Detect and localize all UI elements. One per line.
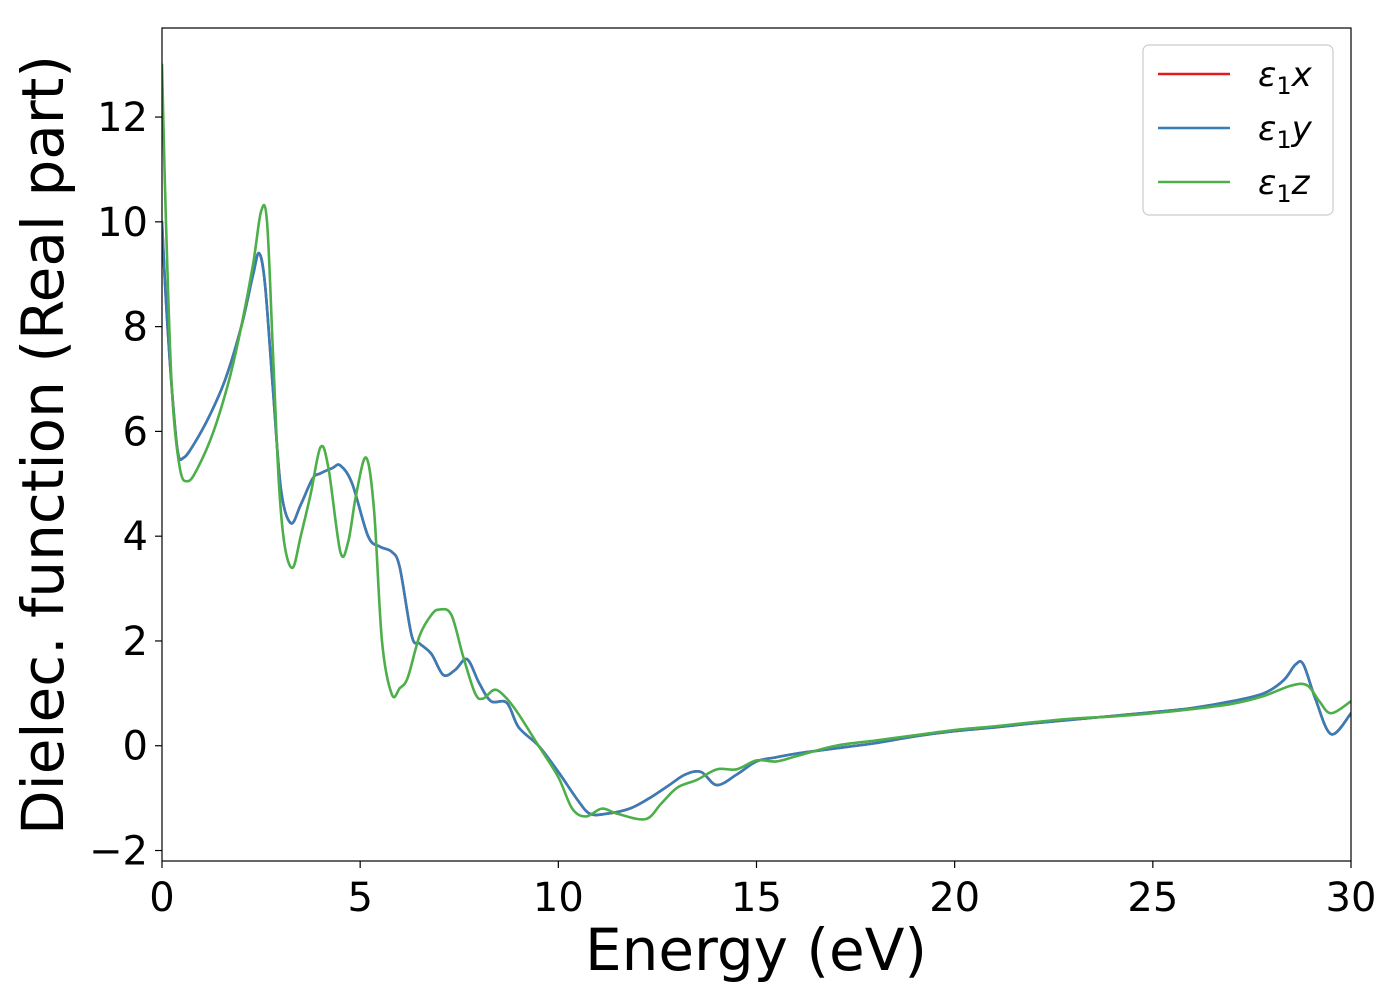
y-tick-label: 4 [123,514,148,560]
x-tick-label: 5 [347,875,372,921]
x-tick-label: 15 [731,875,782,921]
x-axis-title: Energy (eV) [585,916,927,984]
x-tick-label: 20 [929,875,980,921]
x-tick-label: 30 [1326,875,1377,921]
y-axis-ticks: −2 0 2 4 6 8 10 12 [89,95,162,875]
series-layer [162,63,1351,821]
y-tick-label: 6 [123,409,148,455]
y-tick-label: 10 [97,200,148,246]
legend-label-z: ε1z [1258,163,1311,208]
y-tick-label: 8 [123,305,148,351]
y-tick-label: 12 [97,95,148,141]
legend-box [1142,44,1334,216]
series-line-z [162,63,1351,821]
x-axis-ticks: 0 5 10 15 20 25 30 [149,861,1376,921]
x-tick-label: 0 [149,875,174,921]
y-tick-label: 0 [123,724,148,770]
legend-label-x: ε1x [1258,55,1313,100]
x-tick-label: 25 [1127,875,1178,921]
x-tick-label: 10 [533,875,584,921]
y-axis-title: Dielec. function (Real part) [9,55,77,835]
legend: ε1x ε1y ε1z [1142,44,1334,216]
legend-label-y: ε1y [1258,109,1313,154]
y-tick-label: 2 [123,619,148,665]
y-tick-label: −2 [89,829,148,875]
